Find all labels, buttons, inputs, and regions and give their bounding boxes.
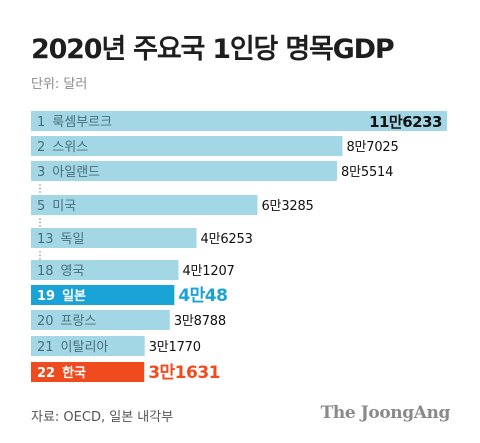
value-label-6: 4만1207 [182, 264, 234, 279]
category-label-10: 22 한국 [37, 365, 86, 381]
value-label-2: 8만7025 [346, 140, 398, 155]
bar-6 [31, 260, 179, 280]
bar-9 [31, 336, 145, 356]
value-label-7: 4만48 [178, 286, 227, 306]
category-label-3: 3 아일랜드 [37, 165, 100, 180]
bar-3 [31, 161, 338, 181]
category-label-7: 19 일본 [37, 289, 86, 304]
value-label-4: 6만3285 [261, 199, 313, 214]
category-label-2: 2 스위스 [37, 140, 88, 155]
value-label-9: 3만1770 [149, 340, 201, 355]
value-label-8: 3만8788 [174, 314, 226, 329]
bar-5 [31, 228, 197, 248]
brand-logo: The JoongAng [320, 403, 451, 423]
value-label-5: 4만6253 [201, 232, 253, 247]
rank-gap-marker [39, 184, 41, 193]
rank-gap-marker [39, 218, 41, 227]
category-label-1: 1 룩셈부르크 [37, 115, 112, 130]
category-label-5: 13 독일 [37, 232, 84, 247]
bar-8 [31, 310, 170, 330]
value-label-3: 8만5514 [341, 165, 393, 180]
bar-10 [31, 362, 145, 382]
value-label-10: 3만1631 [148, 363, 220, 383]
chart-title: 2020년 주요국 1인당 명목GDP [31, 34, 395, 65]
source-note: 자료: OECD, 일본 내각부 [31, 410, 174, 425]
value-label-1: 11만6233 [369, 113, 442, 131]
bar-1 [31, 111, 447, 131]
category-label-6: 18 영국 [37, 264, 85, 279]
category-label-8: 20 프랑스 [37, 314, 96, 329]
rank-gap-marker [39, 251, 41, 260]
bar-7 [31, 285, 175, 305]
unit-label: 단위: 달러 [31, 77, 88, 92]
category-label-4: 5 미국 [37, 199, 76, 214]
category-label-9: 21 이탈리아 [37, 340, 108, 355]
bar-2 [31, 136, 343, 156]
bar-4 [31, 195, 258, 215]
